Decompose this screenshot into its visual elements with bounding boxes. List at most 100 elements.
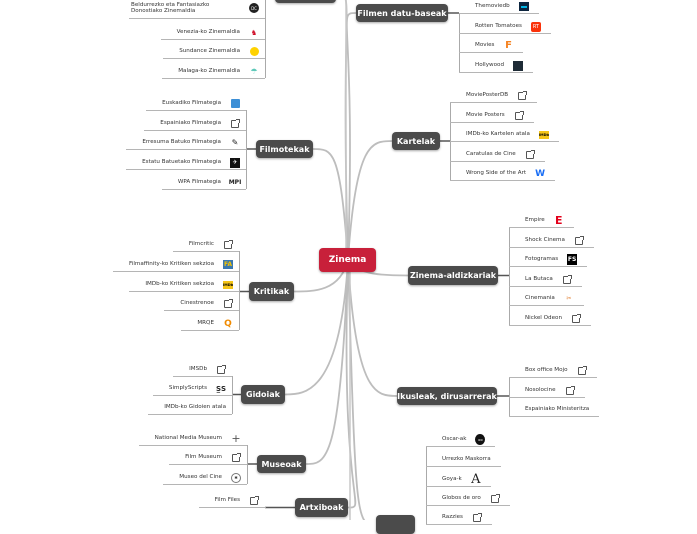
- lion-icon: ♞: [250, 28, 258, 37]
- branch-node-2[interactable]: Kritikak: [249, 282, 294, 301]
- external-link-icon[interactable]: [223, 298, 233, 309]
- leaf-label: Hollywood: [475, 62, 505, 69]
- branch-node-1[interactable]: Filmotekak: [256, 140, 313, 158]
- external-link-icon[interactable]: [216, 364, 226, 375]
- external-link-icon[interactable]: [231, 452, 241, 463]
- bracket-line: [265, 507, 266, 508]
- leaf-item[interactable]: Venezia-ko Zinemaldia ♞: [160, 26, 265, 40]
- external-link-icon[interactable]: [514, 110, 524, 121]
- leaf-item[interactable]: Rotten Tomatoes RT: [459, 20, 551, 34]
- leaf-item[interactable]: Shock Cinema: [509, 234, 594, 248]
- leaf-item[interactable]: Hollywood: [459, 59, 534, 73]
- leaf-item[interactable]: Espainiako Filmategia: [144, 117, 246, 131]
- leaf-item[interactable]: Film Files: [198, 494, 265, 508]
- leaf-item[interactable]: National Media Museum +: [138, 432, 247, 446]
- leaf-item[interactable]: Empire E: [509, 214, 574, 228]
- external-link-icon[interactable]: [223, 239, 233, 250]
- external-link-icon[interactable]: [565, 385, 575, 396]
- branch-node-8[interactable]: Zinema-aldizkariak: [408, 266, 498, 285]
- connector: [345, 259, 357, 509]
- branch-node-0[interactable]: [275, 0, 336, 3]
- leaf-item[interactable]: La Butaca: [509, 273, 582, 287]
- leaf-label: Empire: [525, 217, 545, 224]
- leaf-item[interactable]: Filmcritic: [172, 238, 239, 252]
- leaf-label: National Media Museum: [154, 435, 222, 442]
- external-link-icon[interactable]: [472, 512, 482, 523]
- external-link-icon[interactable]: [490, 493, 500, 504]
- museo-logo-icon: ✱: [231, 472, 241, 483]
- leaf-item[interactable]: Themoviedb: [459, 0, 539, 14]
- branch-node-4[interactable]: Museoak: [257, 455, 306, 473]
- leaf-label: Erresuma Batuko Filmategia: [142, 139, 221, 146]
- external-link-icon[interactable]: [571, 313, 581, 324]
- leaf-item[interactable]: Cinemania ✂: [509, 292, 584, 306]
- leaf-label: Box office Mojo: [525, 367, 568, 374]
- leaf-item[interactable]: IMDb-ko Kritiken sekzioa IMDb: [129, 278, 239, 292]
- leaf-label: WPA Filmategia: [177, 179, 221, 186]
- leaf-item[interactable]: Oscar-ak oo: [426, 433, 496, 447]
- leaf-label: Cinestrenoe: [180, 300, 214, 307]
- leaf-item[interactable]: Espainiako Ministeritza: [509, 403, 600, 417]
- branch-node-7[interactable]: Kartelak: [392, 132, 440, 150]
- leaf-label: MoviePosterDB: [466, 92, 509, 99]
- leaf-label: Beldurrezko eta Fantasiazko Donostiako Z…: [131, 1, 210, 15]
- filmoteca-logo-icon: [230, 99, 240, 109]
- bracket-line: [509, 227, 510, 325]
- external-link-icon[interactable]: [230, 118, 240, 129]
- branch-node-10[interactable]: [376, 515, 415, 534]
- leaf-item[interactable]: Nickel Odeon: [509, 312, 591, 326]
- leaf-label: Wrong Side of the Art: [466, 170, 527, 177]
- external-link-icon[interactable]: [517, 90, 528, 101]
- leaf-label: IMSDb: [189, 366, 207, 373]
- leaf-label: Fotogramas: [525, 256, 559, 263]
- branch-node-9[interactable]: Ikusleak, dirusarrerak: [397, 387, 497, 405]
- leaf-item[interactable]: IMSDb: [173, 363, 232, 377]
- leaf-item[interactable]: Beldurrezko eta Fantasiazko Donostiako Z…: [129, 0, 265, 19]
- leaf-item[interactable]: Estatu Batuetako Filmategia ✈: [126, 156, 246, 170]
- leaf-item[interactable]: WPA Filmategia MPI: [161, 176, 246, 190]
- external-link-icon[interactable]: [577, 365, 587, 376]
- leaf-item[interactable]: Movie Posters: [450, 109, 534, 123]
- leaf-item[interactable]: IMDb-ko Kartelen atala IMDb: [450, 128, 559, 142]
- leaf-item[interactable]: Razzies: [426, 511, 492, 525]
- bracket-line: [426, 446, 427, 525]
- branch-node-3[interactable]: Gidoiak: [241, 385, 285, 404]
- leaf-item[interactable]: Sundance Zinemaldia: [163, 45, 265, 59]
- leaf-item[interactable]: Box office Mojo: [509, 364, 597, 378]
- leaf-item[interactable]: MRQE Q: [181, 317, 239, 331]
- leaf-item[interactable]: Wrong Side of the Art W: [450, 167, 556, 181]
- leaf-label: Razzies: [442, 514, 463, 521]
- root-node-zinema[interactable]: Zinema: [319, 248, 376, 272]
- leaf-item[interactable]: Goya-k A: [426, 472, 491, 487]
- branch-node-5[interactable]: Artxiboak: [295, 498, 348, 517]
- leaf-item[interactable]: Erresuma Batuko Filmategia ✎: [126, 136, 246, 150]
- imdb-logo-icon: IMDb: [538, 130, 549, 139]
- leaf-item[interactable]: IMDb-ko Gidoien atala: [148, 401, 232, 415]
- external-link-icon[interactable]: [562, 274, 572, 285]
- leaf-item[interactable]: Euskadiko Filmategia: [146, 97, 246, 111]
- external-link-icon[interactable]: [574, 235, 584, 246]
- leaf-item[interactable]: Globos de oro: [426, 492, 510, 506]
- leaf-item[interactable]: Nosolocine: [509, 384, 585, 398]
- leaf-item[interactable]: Museo del Cine ✱: [163, 471, 247, 485]
- leaf-label: Shock Cinema: [525, 237, 565, 244]
- connector: [305, 259, 349, 465]
- external-link-icon[interactable]: [249, 495, 259, 506]
- leaf-item[interactable]: Cinestrenoe: [164, 297, 239, 311]
- leaf-item[interactable]: Fotogramas FS: [509, 253, 588, 267]
- leaf-item[interactable]: Film Museum: [169, 451, 247, 465]
- leaf-label: Venezia-ko Zinemaldia: [176, 29, 240, 36]
- leaf-item[interactable]: Malaga-ko Zinemaldia ☂: [162, 65, 265, 79]
- leaf-item[interactable]: SimplyScripts S̲S: [152, 382, 232, 396]
- branch-node-6[interactable]: Filmen datu-baseak: [356, 4, 448, 22]
- leaf-label: Nickel Odeon: [525, 315, 562, 322]
- connector-lines: [232, 0, 509, 520]
- leaf-label: Globos de oro: [442, 495, 481, 502]
- leaf-item[interactable]: Urrezko Maskorra: [426, 453, 501, 467]
- external-link-icon[interactable]: [525, 149, 535, 160]
- leaf-item[interactable]: Movies F: [459, 39, 524, 53]
- leaf-label: IMDb-ko Kritiken sekzioa: [145, 281, 214, 288]
- leaf-item[interactable]: Caratulas de Cine: [450, 148, 545, 162]
- leaf-item[interactable]: Filmaffinity-ko Kritiken sekzioa FA: [113, 258, 239, 272]
- leaf-item[interactable]: MoviePosterDB: [450, 89, 538, 103]
